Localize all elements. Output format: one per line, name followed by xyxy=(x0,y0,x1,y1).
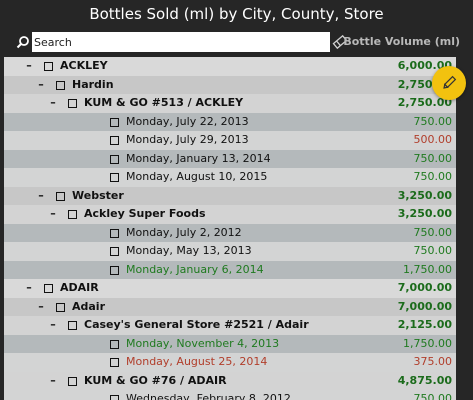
collapse-toggle[interactable]: – xyxy=(38,299,44,313)
tree-leaf-row[interactable]: Monday, July 29, 2013 500.00 xyxy=(4,131,456,150)
report-title: Bottles Sold (ml) by City, County, Store xyxy=(89,5,384,23)
row-checkbox[interactable] xyxy=(56,302,65,312)
row-label: ACKLEY xyxy=(60,59,108,72)
row-checkbox[interactable] xyxy=(68,376,77,386)
collapse-toggle[interactable]: – xyxy=(38,188,44,202)
row-label: Casey's General Store #2521 / Adair xyxy=(84,318,309,331)
row-checkbox[interactable] xyxy=(110,173,119,182)
row-label: Adair xyxy=(72,299,106,313)
tree-leaf-row[interactable]: Monday, May 13, 2013 750.00 xyxy=(4,242,456,261)
row-checkbox[interactable] xyxy=(110,247,119,256)
row-value: 750.00 xyxy=(413,170,453,183)
row-value: 7,000.00 xyxy=(397,281,452,294)
tree-group-row[interactable]: – Casey's General Store #2521 / Adair 2,12… xyxy=(4,316,456,335)
row-label: Monday, August 10, 2015 xyxy=(126,170,268,183)
row-label: Monday, May 13, 2013 xyxy=(126,244,252,257)
row-value: 750.00 xyxy=(413,392,453,400)
row-value: 2,125.00 xyxy=(397,318,452,331)
row-checkbox[interactable] xyxy=(68,321,77,330)
tree-grid: – ACKLEY 6,000.00– Hardin 2,750.00– KUM & GO … xyxy=(4,57,456,400)
row-checkbox[interactable] xyxy=(110,154,119,164)
column-header-bottle-volume[interactable]: Bottle Volume (ml) xyxy=(343,35,460,48)
row-label: Monday, July 22, 2013 xyxy=(126,114,249,128)
tree-leaf-row[interactable]: Monday, January 6, 2014 1,750.00 xyxy=(4,260,456,279)
tree-leaf-row[interactable]: Wednesday, February 8, 2012 750.00 xyxy=(4,390,456,400)
collapse-toggle[interactable]: – xyxy=(50,318,56,331)
row-checkbox[interactable] xyxy=(110,339,119,349)
pencil-icon xyxy=(443,75,457,89)
row-checkbox[interactable] xyxy=(68,99,77,108)
collapse-toggle[interactable]: – xyxy=(50,96,56,109)
row-checkbox[interactable] xyxy=(110,265,119,275)
eraser-icon[interactable] xyxy=(332,34,348,50)
tree-group-row[interactable]: – Hardin 2,750.00 xyxy=(4,75,456,94)
tree-leaf-row[interactable]: Monday, July 22, 2013 750.00 xyxy=(4,112,456,131)
row-label: Monday, January 6, 2014 xyxy=(126,262,264,276)
tree-leaf-row[interactable]: Monday, November 4, 2013 1,750.00 xyxy=(4,334,456,353)
row-label: Webster xyxy=(72,188,124,202)
row-label: Ackley Super Foods xyxy=(84,207,206,220)
row-checkbox[interactable] xyxy=(110,228,119,238)
row-checkbox[interactable] xyxy=(110,136,119,145)
collapse-toggle[interactable]: – xyxy=(26,281,32,294)
search-box[interactable] xyxy=(10,30,330,54)
tree-group-row[interactable]: – Ackley Super Foods 3,250.00 xyxy=(4,205,456,224)
row-value: 3,250.00 xyxy=(397,207,452,220)
row-value: 375.00 xyxy=(413,355,453,368)
scrollbar-track[interactable] xyxy=(456,57,473,400)
collapse-toggle[interactable]: – xyxy=(50,373,56,387)
row-value: 4,875.00 xyxy=(397,373,452,387)
row-label: Monday, July 29, 2013 xyxy=(126,133,249,146)
collapse-toggle[interactable]: – xyxy=(26,59,32,72)
row-label: ADAIR xyxy=(60,281,99,294)
tree-leaf-row[interactable]: Monday, July 2, 2012 750.00 xyxy=(4,223,456,242)
tree-group-row[interactable]: – Webster 3,250.00 xyxy=(4,186,456,205)
tree-leaf-row[interactable]: Monday, January 13, 2014 750.00 xyxy=(4,149,456,168)
row-value: 7,000.00 xyxy=(397,299,452,313)
row-value: 750.00 xyxy=(413,225,453,239)
search-input[interactable] xyxy=(32,32,330,52)
row-label: Monday, August 25, 2014 xyxy=(126,355,268,368)
row-checkbox[interactable] xyxy=(68,210,77,219)
search-icon xyxy=(16,36,29,49)
collapse-toggle[interactable]: – xyxy=(38,77,44,91)
row-value: 1,750.00 xyxy=(403,336,452,350)
row-value: 500.00 xyxy=(413,133,453,146)
tree-leaf-row[interactable]: Monday, August 25, 2014 375.00 xyxy=(4,353,456,372)
row-checkbox[interactable] xyxy=(56,80,65,90)
tree-leaf-row[interactable]: Monday, August 10, 2015 750.00 xyxy=(4,168,456,187)
row-label: KUM & GO #513 / ACKLEY xyxy=(84,96,244,109)
row-value: 750.00 xyxy=(413,151,453,165)
edit-button[interactable] xyxy=(432,66,466,100)
row-checkbox[interactable] xyxy=(110,358,119,367)
row-label: Monday, November 4, 2013 xyxy=(126,336,280,350)
collapse-toggle[interactable]: – xyxy=(50,207,56,220)
tree-group-row[interactable]: – KUM & GO #513 / ACKLEY 2,750.00 xyxy=(4,94,456,113)
tree-group-row[interactable]: – Adair 7,000.00 xyxy=(4,297,456,316)
row-label: Monday, July 2, 2012 xyxy=(126,225,242,239)
row-label: Hardin xyxy=(72,77,114,91)
toolbar: Bottle Volume (ml) xyxy=(10,30,464,54)
tree-group-row[interactable]: – KUM & GO #76 / ADAIR 4,875.00 xyxy=(4,371,456,390)
row-checkbox[interactable] xyxy=(56,191,65,201)
row-value: 2,750.00 xyxy=(397,96,452,109)
tree-group-row[interactable]: – ACKLEY 6,000.00 xyxy=(4,57,456,76)
row-value: 750.00 xyxy=(413,244,453,257)
row-value: 750.00 xyxy=(413,114,453,128)
row-label: Wednesday, February 8, 2012 xyxy=(126,392,291,400)
row-checkbox[interactable] xyxy=(44,284,53,293)
row-checkbox[interactable] xyxy=(110,395,119,400)
tree-group-row[interactable]: – ADAIR 7,000.00 xyxy=(4,279,456,298)
row-checkbox[interactable] xyxy=(44,62,53,71)
row-checkbox[interactable] xyxy=(110,117,119,127)
row-label: Monday, January 13, 2014 xyxy=(126,151,271,165)
row-value: 1,750.00 xyxy=(403,262,452,276)
row-value: 3,250.00 xyxy=(397,188,452,202)
row-label: KUM & GO #76 / ADAIR xyxy=(84,373,227,387)
